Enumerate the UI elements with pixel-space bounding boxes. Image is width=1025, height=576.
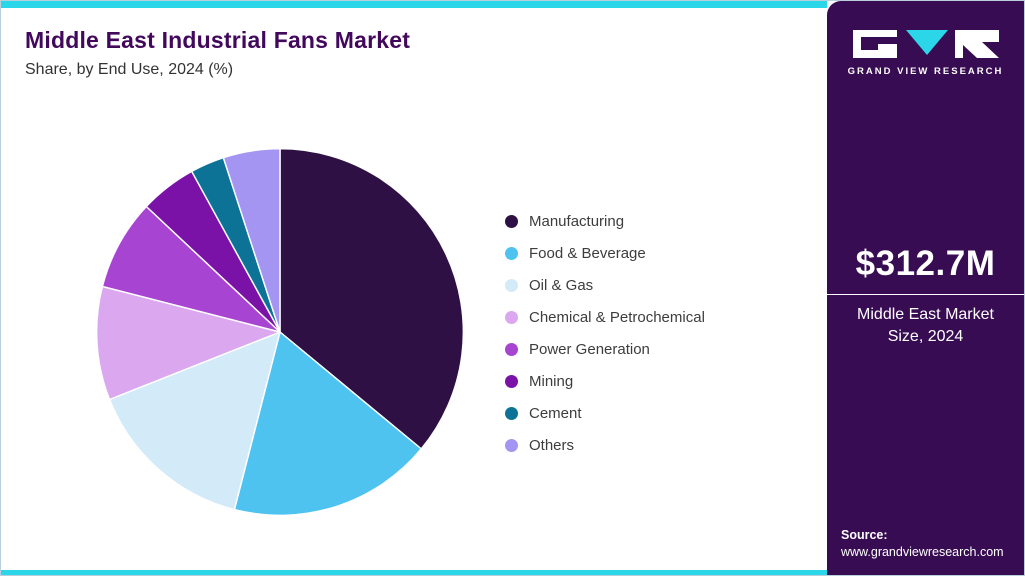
chart-legend: Manufacturing Food & Beverage Oil & Gas Che… (505, 205, 705, 461)
legend-dot-icon (505, 310, 518, 324)
market-size-value: $312.7M (855, 244, 996, 283)
source-block: Source: www.grandviewresearch.com (841, 528, 1004, 561)
legend-label: Others (529, 436, 575, 454)
page-title: Middle East Industrial Fans Market (25, 27, 411, 53)
pie-slice-food-beverage (233, 331, 422, 517)
legend-dot-icon (505, 214, 518, 228)
pie-slice-power-generation (101, 205, 281, 333)
legend-dot-icon (505, 342, 518, 356)
legend-dot-icon (505, 246, 518, 260)
legend-label: Cement (529, 404, 582, 422)
divider (827, 294, 1024, 295)
sidebar: GRAND VIEW RESEARCH $312.7M Middle East … (827, 1, 1024, 575)
legend-item-manufacturing: Manufacturing (505, 205, 705, 237)
source-url[interactable]: www.grandviewresearch.com (841, 545, 1004, 559)
legend-dot-icon (505, 406, 518, 420)
legend-label: Food & Beverage (529, 244, 646, 262)
legend-item-mining: Mining (505, 365, 705, 397)
page-subtitle: Share, by End Use, 2024 (%) (25, 61, 234, 78)
legend-item-cement: Cement (505, 397, 705, 429)
market-size-label: Middle East Market Size, 2024 (857, 306, 994, 345)
pie-slice-chemical-petrochemical (95, 285, 281, 401)
pie-slice-manufacturing (279, 147, 465, 450)
gvr-logo: GRAND VIEW RESEARCH (827, 29, 1024, 77)
legend-item-food-beverage: Food & Beverage (505, 237, 705, 269)
top-accent-bar (1, 1, 827, 8)
legend-dot-icon (505, 374, 518, 388)
legend-label: Manufacturing (529, 212, 625, 230)
chart-panel: Middle East Industrial Fans Market Share… (1, 1, 827, 575)
brand-name: GRAND VIEW RESEARCH (847, 66, 1004, 77)
legend-dot-icon (505, 278, 518, 292)
market-size-block: $312.7M Middle East Market Size, 2024 (827, 244, 1024, 347)
pie-chart (87, 139, 473, 525)
legend-item-oil-gas: Oil & Gas (505, 269, 705, 301)
pie-slice-others (222, 147, 281, 333)
legend-item-others: Others (505, 429, 705, 461)
pie-chart-svg (95, 147, 465, 517)
legend-label: Chemical & Petrochemical (529, 308, 705, 326)
legend-dot-icon (505, 438, 518, 452)
legend-item-power-generation: Power Generation (505, 333, 705, 365)
pie-slice-oil-gas (108, 331, 281, 511)
bottom-accent-bar (1, 570, 827, 575)
legend-label: Oil & Gas (529, 276, 594, 294)
legend-label: Power Generation (529, 340, 650, 358)
gvr-logo-icon (852, 30, 999, 58)
legend-label: Mining (529, 372, 574, 390)
legend-item-chemical-petrochemical: Chemical & Petrochemical (505, 301, 705, 333)
source-label: Source: (841, 528, 888, 542)
